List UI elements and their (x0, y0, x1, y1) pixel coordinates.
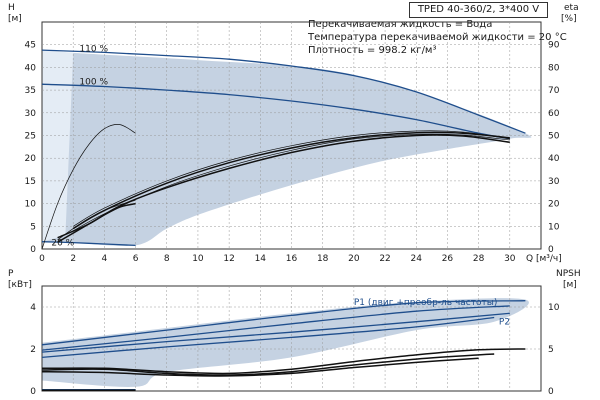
top-x-tick-label: 14 (255, 254, 267, 264)
top-series-line-9 (57, 199, 136, 241)
top-y-left-label: H (8, 3, 15, 13)
top-y-tick-right: 30 (548, 177, 560, 187)
top-y-tick-left: 0 (30, 245, 36, 255)
top-x-axis-label: Q [м³/ч] (526, 254, 562, 264)
top-series-line-1 (41, 83, 510, 140)
bottom-series-line-5 (41, 348, 526, 375)
bottom-y-tick-right: 10 (548, 303, 560, 313)
top-y-tick-left: 35 (25, 86, 36, 96)
top-y-tick-left: 25 (25, 132, 36, 142)
top-y-tick-right: 60 (548, 109, 560, 119)
top-x-tick-label: 16 (286, 254, 298, 264)
top-y-right-label: eta (564, 3, 579, 13)
bottom-series-line-3 (41, 316, 495, 359)
top-annotation-2: 20 % (51, 239, 74, 249)
bottom-y-left-unit: [кВт] (8, 280, 32, 290)
bottom-series-line-0 (41, 300, 526, 346)
top-x-tick-label: 0 (39, 254, 45, 264)
top-y-tick-right: 90 (548, 41, 560, 51)
top-x-tick-label: 12 (223, 254, 234, 264)
top-x-tick-label: 18 (317, 254, 329, 264)
top-y-tick-right: 20 (548, 200, 560, 210)
top-series-line-0 (41, 49, 526, 134)
top-y-tick-right: 10 (548, 222, 560, 232)
bottom-series-line-2 (41, 312, 510, 353)
top-series-line-4 (73, 130, 510, 227)
top-x-tick-label: 6 (133, 254, 139, 264)
top-annotation-1: 100 % (79, 77, 108, 87)
top-x-tick-label: 22 (379, 254, 390, 264)
top-y-tick-left: 30 (25, 109, 37, 119)
top-y-tick-right: 70 (548, 86, 560, 96)
top-x-tick-label: 20 (348, 254, 360, 264)
top-annotation-0: 110 % (79, 44, 108, 54)
bottom-y-tick-left: 0 (30, 387, 36, 397)
bottom-series-line-6 (41, 353, 495, 376)
top-x-tick-label: 2 (70, 254, 76, 264)
top-operating-envelope (42, 50, 532, 247)
top-series-line-3 (41, 124, 136, 250)
bottom-y-tick-right: 0 (548, 387, 554, 397)
top-y-tick-right: 40 (548, 154, 560, 164)
top-y-tick-right: 50 (548, 132, 560, 142)
top-y-tick-left: 40 (25, 63, 37, 73)
top-x-tick-label: 24 (411, 254, 423, 264)
info-line-liquid: Перекачиваемая жидкость = Вода (308, 19, 493, 30)
chart-title: TPED 40-360/2, 3*400 V (409, 2, 548, 18)
bottom-y-tick-left: 4 (30, 303, 36, 313)
top-series-line-8 (57, 202, 136, 243)
bottom-y-left-label: P (8, 269, 14, 279)
bottom-y-tick-left: 2 (30, 345, 36, 355)
top-x-tick-label: 26 (442, 254, 454, 264)
top-x-tick-label: 4 (102, 254, 108, 264)
info-line-temperature: Температура перекачиваемой жидкости = 20… (308, 32, 567, 43)
top-series-line-5 (72, 131, 510, 230)
bottom-y-right-unit: [м] (563, 280, 577, 290)
top-envelope-light (42, 50, 74, 242)
info-line-density: Плотность = 998.2 кг/м³ (308, 45, 437, 56)
top-y-tick-left: 10 (25, 200, 37, 210)
top-x-tick-label: 10 (192, 254, 204, 264)
top-y-tick-left: 20 (25, 154, 37, 164)
top-series-line-2 (41, 241, 136, 247)
top-y-left-unit: [м] (8, 14, 22, 24)
bottom-y-right-label: NPSH (556, 269, 581, 279)
top-x-tick-label: 30 (504, 254, 516, 264)
top-y-tick-left: 15 (25, 177, 36, 187)
top-y-tick-left: 45 (25, 41, 36, 51)
bottom-series-line-1 (41, 305, 510, 351)
bottom-operating-envelope (42, 298, 529, 387)
top-x-tick-label: 28 (473, 254, 485, 264)
bottom-series-line-7 (41, 357, 479, 377)
top-y-tick-right: 80 (548, 63, 560, 73)
top-x-tick-label: 8 (164, 254, 170, 264)
bottom-series-label-0: P1 (двиг.+преобр-ль частоты) (354, 298, 498, 308)
top-y-tick-left: 5 (30, 222, 36, 232)
bottom-y-tick-right: 5 (548, 345, 554, 355)
bottom-series-label-1: P2 (499, 318, 510, 328)
top-y-right-unit: [%] (561, 14, 577, 24)
top-y-tick-right: 0 (548, 245, 554, 255)
